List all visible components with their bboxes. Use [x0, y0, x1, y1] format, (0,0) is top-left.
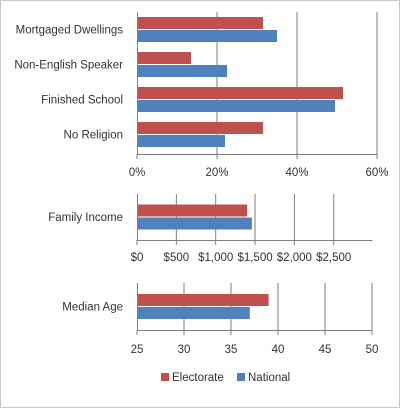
bar-electorate: [137, 17, 263, 29]
chart-panels: Mortgaged Dwellings Non-English Speaker Fi…: [14, 12, 389, 356]
bar-electorate: [137, 87, 343, 99]
bar-national: [137, 65, 227, 77]
bar-national: [137, 100, 335, 112]
tick-label: $1,000: [198, 252, 233, 264]
legend-swatch: [237, 373, 245, 381]
tick-label: 25: [131, 344, 144, 356]
category-label: Finished School: [41, 95, 123, 107]
legend-label: Electorate: [172, 372, 224, 384]
tick-label: 40%: [285, 167, 308, 179]
chart-panel-2: Family Income $0 $500 $1,000 $1,500 $2,000 $2,…: [48, 194, 373, 264]
tick-label: $2,500: [316, 252, 351, 264]
tick-label: 40: [272, 344, 285, 356]
tick-label: $2,000: [277, 252, 312, 264]
tick-label: $1,500: [237, 252, 272, 264]
chart-panel-1: Mortgaged Dwellings Non-English Speaker Fi…: [14, 12, 389, 179]
bar-electorate: [137, 204, 248, 217]
category-label: Mortgaged Dwellings: [16, 25, 124, 37]
bar-electorate: [137, 52, 191, 64]
bar-national: [137, 307, 250, 319]
legend-item-national: National: [237, 372, 290, 384]
tick-label: 60%: [365, 167, 388, 179]
tick-label: 50: [366, 344, 379, 356]
category-label: Non-English Speaker: [14, 60, 123, 72]
tick-label: $500: [164, 252, 190, 264]
legend-item-electorate: Electorate: [161, 372, 224, 384]
legend-label: National: [248, 372, 290, 384]
category-label: Family Income: [48, 212, 123, 224]
bar-electorate: [137, 122, 263, 134]
bar-national: [137, 30, 277, 42]
tick-label: 35: [225, 344, 238, 356]
bar-electorate: [137, 294, 269, 306]
tick-label: $0: [131, 252, 144, 264]
category-label: Median Age: [62, 302, 123, 314]
bar-national: [137, 135, 225, 147]
tick-label: 0%: [129, 167, 146, 179]
bar-national: [137, 217, 252, 230]
chart-legend: Electorate National: [161, 372, 290, 384]
legend-swatch: [161, 373, 169, 381]
chart-panel-3: Median Age 25 30 35 40 45 50: [62, 283, 378, 356]
tick-label: 45: [319, 344, 332, 356]
tick-label: 30: [178, 344, 191, 356]
tick-label: 20%: [205, 167, 228, 179]
category-label: No Religion: [64, 130, 123, 142]
